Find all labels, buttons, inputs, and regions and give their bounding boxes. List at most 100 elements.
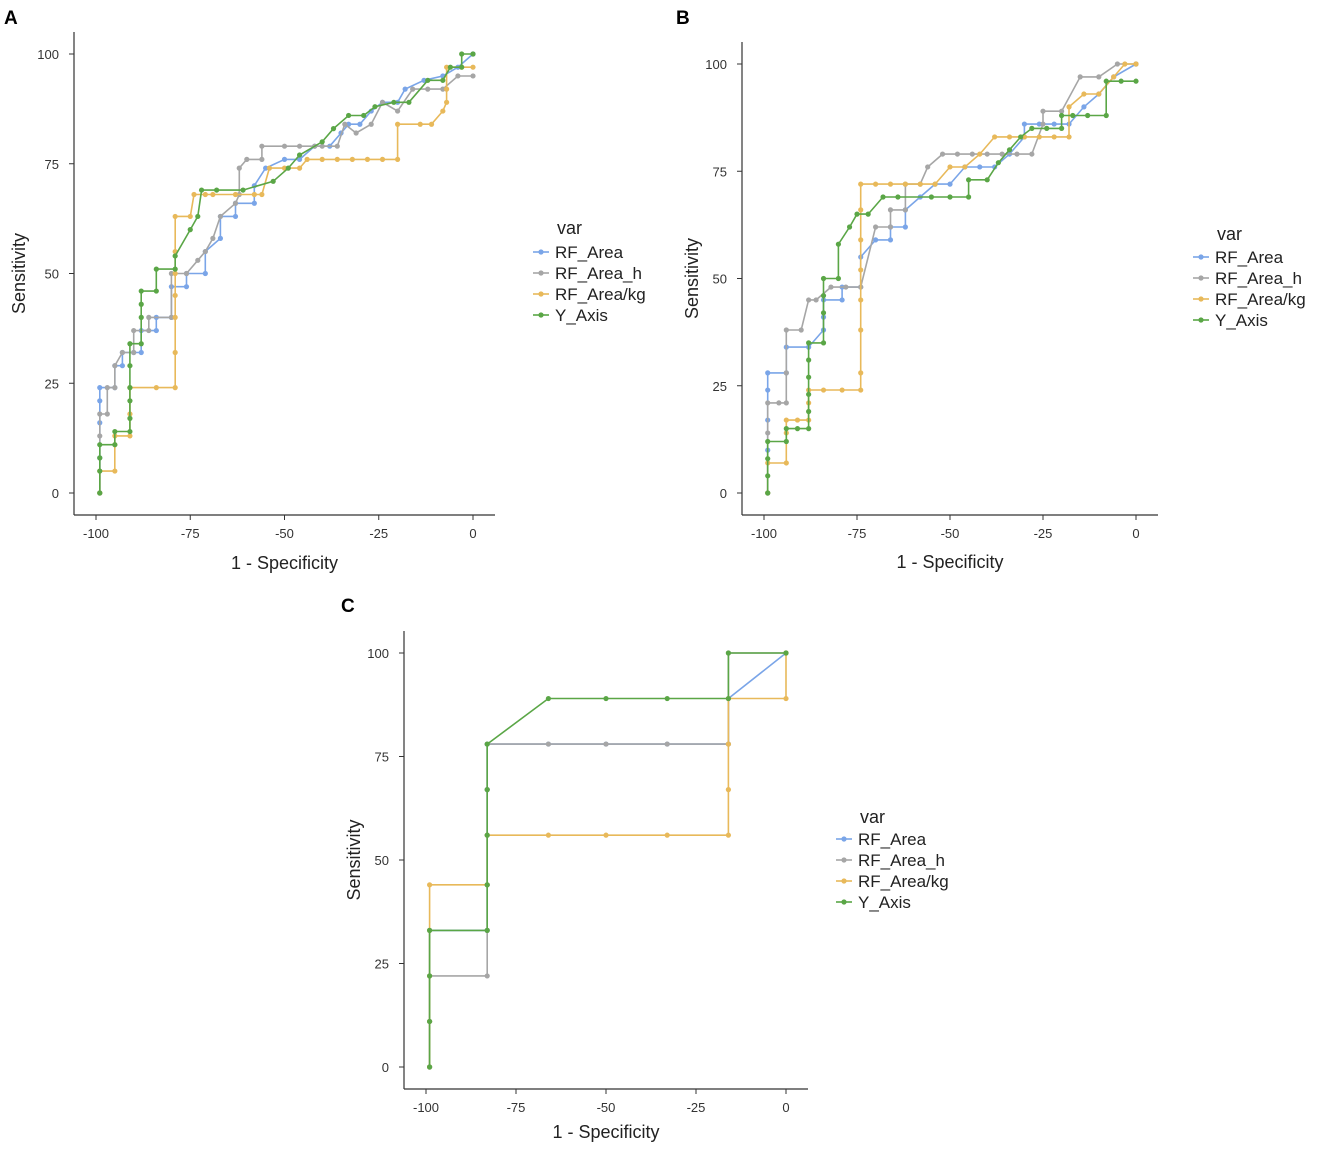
data-point	[947, 181, 953, 187]
panel-a-legend: var RF_Area RF_Area_h RF_Area/kg Y_Axis	[533, 218, 646, 325]
data-point	[806, 408, 812, 415]
data-point	[127, 428, 133, 435]
data-point	[783, 695, 789, 702]
panel-b-y-tick-label: 100	[705, 57, 727, 72]
data-point	[131, 327, 137, 334]
panel-a-legend-key: Y_Axis	[533, 306, 608, 325]
panel-a-y-tick-label: 50	[45, 267, 59, 282]
data-point	[932, 181, 938, 187]
panel-b-x-axis-title: 1 - Specificity	[896, 552, 1003, 572]
panel-b-x-tick-label: -25	[1034, 526, 1053, 541]
panel-c-series-rf-area	[427, 650, 789, 1070]
data-point	[1066, 104, 1072, 110]
panel-a-legend-label: RF_Area/kg	[555, 285, 646, 304]
data-point	[725, 741, 732, 747]
data-point	[902, 181, 908, 187]
data-point	[846, 224, 853, 230]
data-point	[999, 151, 1005, 157]
data-point	[202, 191, 208, 198]
data-point	[153, 385, 159, 391]
data-point	[232, 200, 239, 206]
data-point	[138, 288, 144, 294]
data-point	[112, 468, 118, 474]
data-point	[887, 237, 894, 243]
data-point	[1059, 125, 1065, 131]
data-point	[977, 164, 983, 170]
data-point	[783, 426, 789, 432]
data-point	[214, 187, 220, 193]
data-point	[97, 442, 103, 448]
data-point	[545, 695, 552, 702]
data-point	[1029, 125, 1035, 131]
data-point	[858, 327, 864, 333]
data-point	[319, 143, 325, 149]
data-point	[813, 297, 819, 303]
data-point	[266, 165, 273, 171]
data-point	[357, 121, 363, 127]
data-point	[984, 177, 990, 183]
data-point	[1018, 134, 1024, 140]
panel-b-y-tick-label: 50	[713, 272, 727, 287]
data-point	[858, 237, 864, 243]
panel-b-x-tick-label: 0	[1132, 526, 1139, 541]
data-point	[765, 400, 771, 406]
panel-a-legend-key: RF_Area/kg	[533, 285, 646, 304]
series-line	[766, 80, 1136, 493]
data-point	[1133, 78, 1139, 84]
legend-dot	[1198, 254, 1204, 260]
data-point	[131, 349, 137, 356]
data-point	[1051, 134, 1057, 140]
data-point	[939, 151, 946, 157]
data-point	[984, 151, 990, 157]
data-point	[427, 1064, 433, 1070]
data-point	[470, 64, 476, 70]
data-point	[858, 387, 864, 393]
data-point	[806, 374, 812, 380]
data-point	[839, 387, 845, 393]
panel-a-x-tick-label: -25	[369, 526, 388, 541]
data-point	[240, 187, 246, 193]
data-point	[127, 415, 133, 421]
data-point	[345, 112, 352, 119]
data-point	[198, 187, 205, 193]
data-point	[1077, 74, 1083, 80]
panel-label-a: A	[4, 8, 18, 29]
data-point	[794, 417, 801, 423]
data-point	[127, 341, 133, 347]
data-point	[977, 151, 983, 157]
data-point	[902, 224, 908, 230]
panel-b-chart: -100 -75 -50 -25 0 0 25 50 75 100 1 - Specificity S…	[682, 42, 1306, 572]
data-point	[202, 248, 208, 255]
data-point	[783, 400, 789, 406]
legend-dot	[538, 249, 544, 255]
data-point	[858, 267, 864, 273]
data-point	[138, 349, 144, 356]
data-point	[187, 227, 193, 233]
data-point	[858, 297, 864, 303]
data-point	[119, 363, 125, 369]
data-point	[1006, 147, 1013, 153]
data-point	[402, 86, 408, 92]
data-point	[783, 650, 789, 656]
panel-a-series-rf-area-kg	[97, 64, 476, 496]
panel-a-legend-key: RF_Area_h	[533, 264, 642, 283]
data-point	[172, 314, 178, 320]
panel-a-legend-label: Y_Axis	[555, 306, 608, 325]
data-point	[296, 165, 303, 171]
data-point	[895, 194, 901, 200]
data-point	[873, 237, 879, 243]
data-point	[330, 126, 337, 132]
data-point	[444, 99, 450, 105]
data-point	[191, 191, 197, 198]
data-point	[440, 108, 446, 114]
data-point	[127, 363, 133, 369]
legend-dot	[1198, 275, 1204, 281]
data-point	[470, 73, 476, 79]
data-point	[425, 86, 431, 92]
panel-a-y-tick-label: 100	[37, 47, 59, 62]
data-point	[153, 288, 159, 294]
panel-a-y-tick-label: 0	[52, 486, 59, 501]
data-point	[427, 927, 433, 933]
data-point	[603, 695, 609, 702]
panel-c-series-rf-area-h	[427, 650, 789, 1070]
